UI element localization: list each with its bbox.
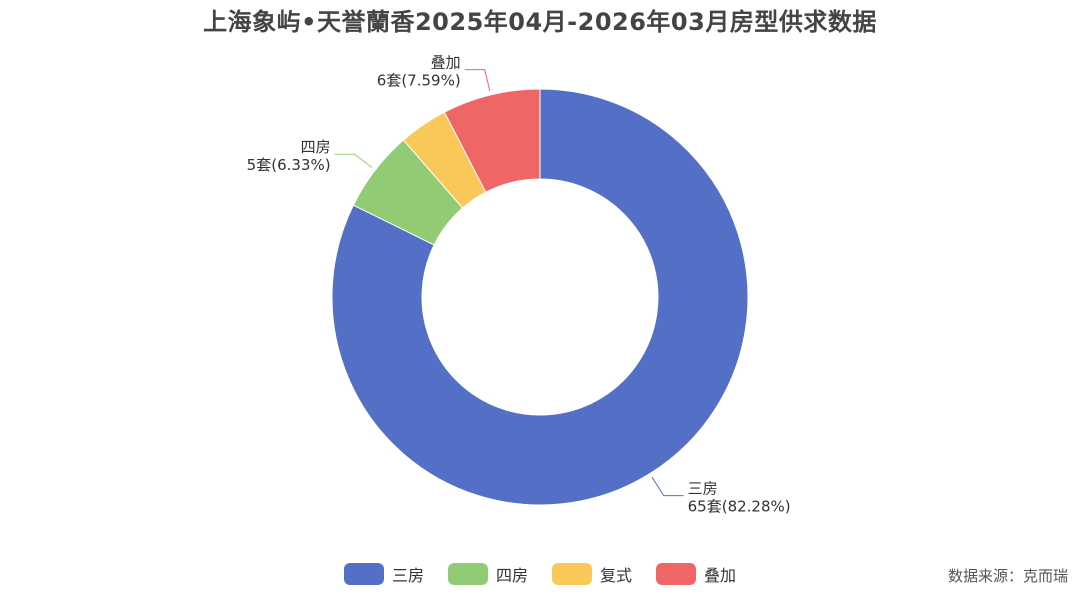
label-line-0 [651,476,684,497]
slice-label-value: 65套(82.28%) [688,498,791,516]
legend-label: 叠加 [704,566,737,585]
legend-swatch [656,563,697,585]
legend-swatch [552,563,592,585]
legend-label: 复式 [600,566,633,585]
chart-title: 上海象屿•天誉蘭香2025年04月-2026年03月房型供求数据 [203,8,877,36]
slice-label-name: 四房 [301,138,331,156]
legend-item-sanfang[interactable]: 三房 [343,562,424,586]
slice-label-value: 6套(7.59%) [377,72,461,90]
legend-item-sifang[interactable]: 四房 [447,562,528,586]
slice-3[interactable] [443,88,541,193]
data-source: 数据来源：克而瑞 [947,567,1068,585]
legend-swatch [447,563,488,585]
label-line-1 [334,153,373,169]
slice-0[interactable] [331,88,749,506]
slice-label-name: 三房 [688,480,718,498]
legend-label: 三房 [391,566,424,585]
legend-label: 四房 [495,566,528,585]
slice-label-value: 5套(6.33%) [247,156,331,174]
legend: 三房 四房 复式 叠加 [0,562,1080,586]
legend-swatch [343,563,384,585]
legend-item-diejia[interactable]: 叠加 [656,562,736,586]
label-line-3 [464,69,491,92]
legend-item-fushi[interactable]: 复式 [552,562,632,586]
slice-label-name: 叠加 [431,54,461,72]
